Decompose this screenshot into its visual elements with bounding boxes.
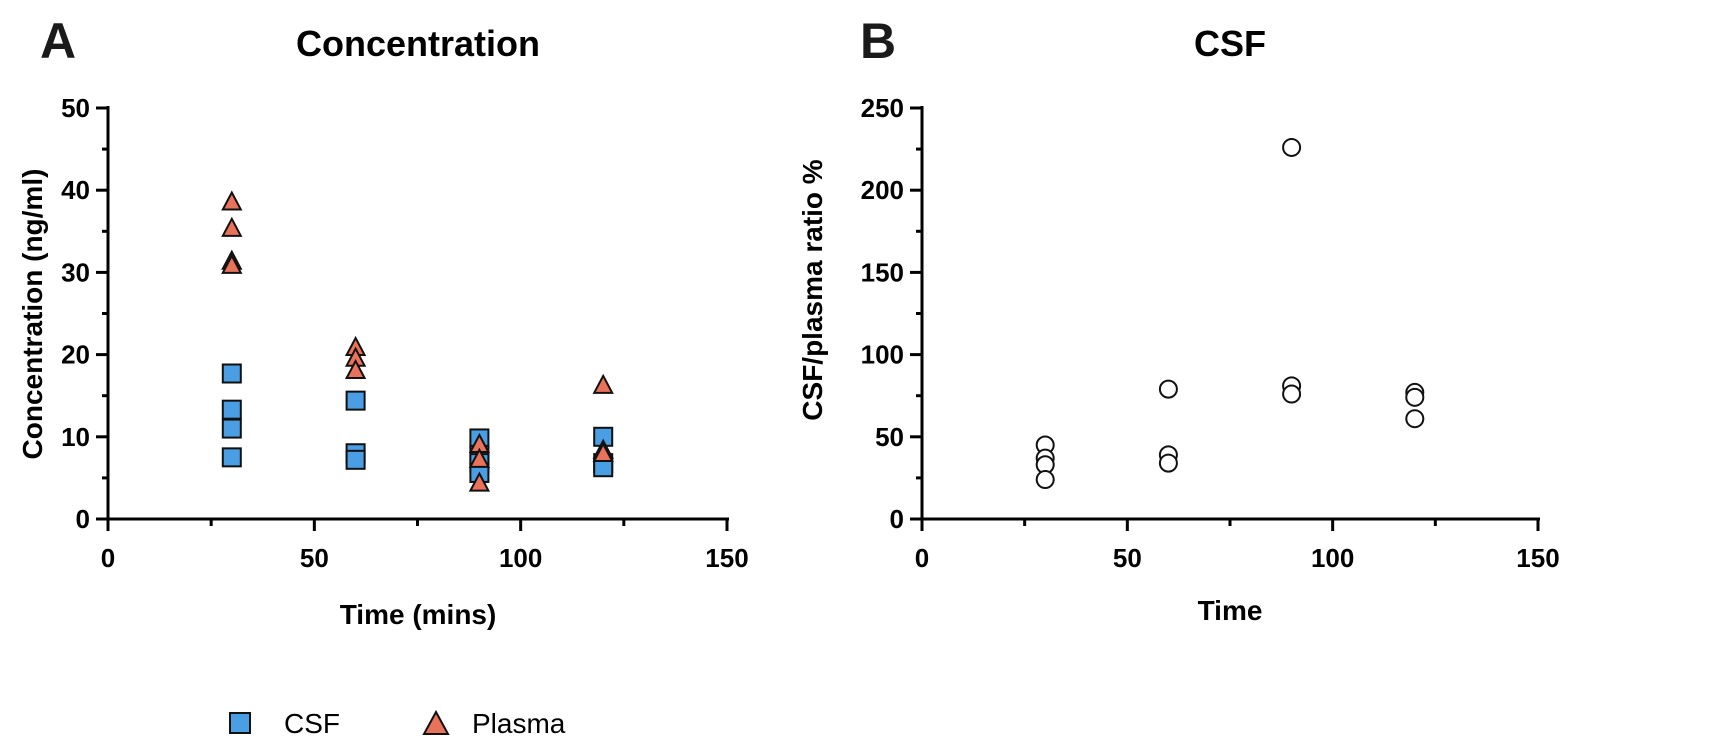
panel-a-x-tick-label: 150 <box>705 543 748 573</box>
panel-b-letter: B <box>860 13 896 69</box>
plasma-point <box>344 358 367 380</box>
plasma-point <box>592 441 614 463</box>
panel-b-x-tick-label: 100 <box>1311 543 1354 573</box>
panel-a-letter: A <box>40 13 76 69</box>
panel-a-y-tick-label: 10 <box>61 422 90 452</box>
panel-b-y-tick-label: 250 <box>861 93 904 123</box>
panel-b-title: CSF <box>1194 23 1266 64</box>
panel-a-y-axis-label: Concentration (ng/ml) <box>17 169 48 460</box>
csf-point <box>345 449 366 470</box>
ratio-point <box>1282 137 1302 157</box>
ratio-point <box>1035 470 1055 490</box>
panel-b-x-tick-label: 0 <box>915 543 929 573</box>
panel-a-y-tick-label: 20 <box>61 340 90 370</box>
panel-b-x-tick-label: 50 <box>1113 543 1142 573</box>
panel-a-x-tick-label: 50 <box>300 543 329 573</box>
plasma-point <box>592 373 614 394</box>
ratio-point <box>1405 409 1425 429</box>
csf-point <box>221 363 242 384</box>
panel-a-x-tick-label: 100 <box>499 543 542 573</box>
panel-a-legend: CSF Plasma <box>229 708 566 739</box>
plasma-point <box>221 216 243 237</box>
panel-a-x-tick-label: 0 <box>101 543 115 573</box>
plasma-point <box>221 190 243 211</box>
ratio-point <box>1282 384 1302 404</box>
panel-a-y-tick-label: 50 <box>61 93 90 123</box>
panel-b-y-tick-label: 0 <box>890 504 904 534</box>
panel-b-y-tick-label: 200 <box>861 175 904 205</box>
panel-a-y-tick-label: 0 <box>76 504 90 534</box>
csf-point <box>221 418 242 439</box>
legend-plasma-marker <box>422 709 450 735</box>
ratio-point <box>1405 387 1425 407</box>
panel-b-y-tick-label: 100 <box>861 340 904 370</box>
legend-csf-label: CSF <box>284 708 340 739</box>
plasma-point <box>468 447 491 468</box>
panel-b-x-axis-label: Time <box>1198 595 1263 626</box>
panel-b-y-tick-label: 150 <box>861 257 904 287</box>
plasma-point <box>468 471 491 492</box>
csf-point <box>221 399 242 420</box>
panel-b-plot: 0 50 100 150 200 250 0 50 100 150 <box>861 93 1560 573</box>
panel-a-title: Concentration <box>296 23 540 64</box>
panel-a-plot: 0 10 20 30 40 50 0 50 100 150 <box>61 93 749 573</box>
ratio-point <box>1158 453 1178 473</box>
panel-b-y-tick-label: 50 <box>875 422 904 452</box>
panel-a-y-tick-label: 30 <box>61 257 90 287</box>
panel-a-y-tick-label: 40 <box>61 175 90 205</box>
csf-point <box>345 390 366 411</box>
ratio-point <box>1158 379 1178 399</box>
legend-plasma-label: Plasma <box>472 708 566 739</box>
csf-point <box>221 447 242 468</box>
legend-csf-marker <box>229 712 251 734</box>
panel-a-x-axis-label: Time (mins) <box>340 599 497 630</box>
panel-b-x-tick-label: 150 <box>1516 543 1559 573</box>
panel-b-y-axis-label: CSF/plasma ratio % <box>797 159 828 421</box>
plasma-point <box>221 253 243 274</box>
